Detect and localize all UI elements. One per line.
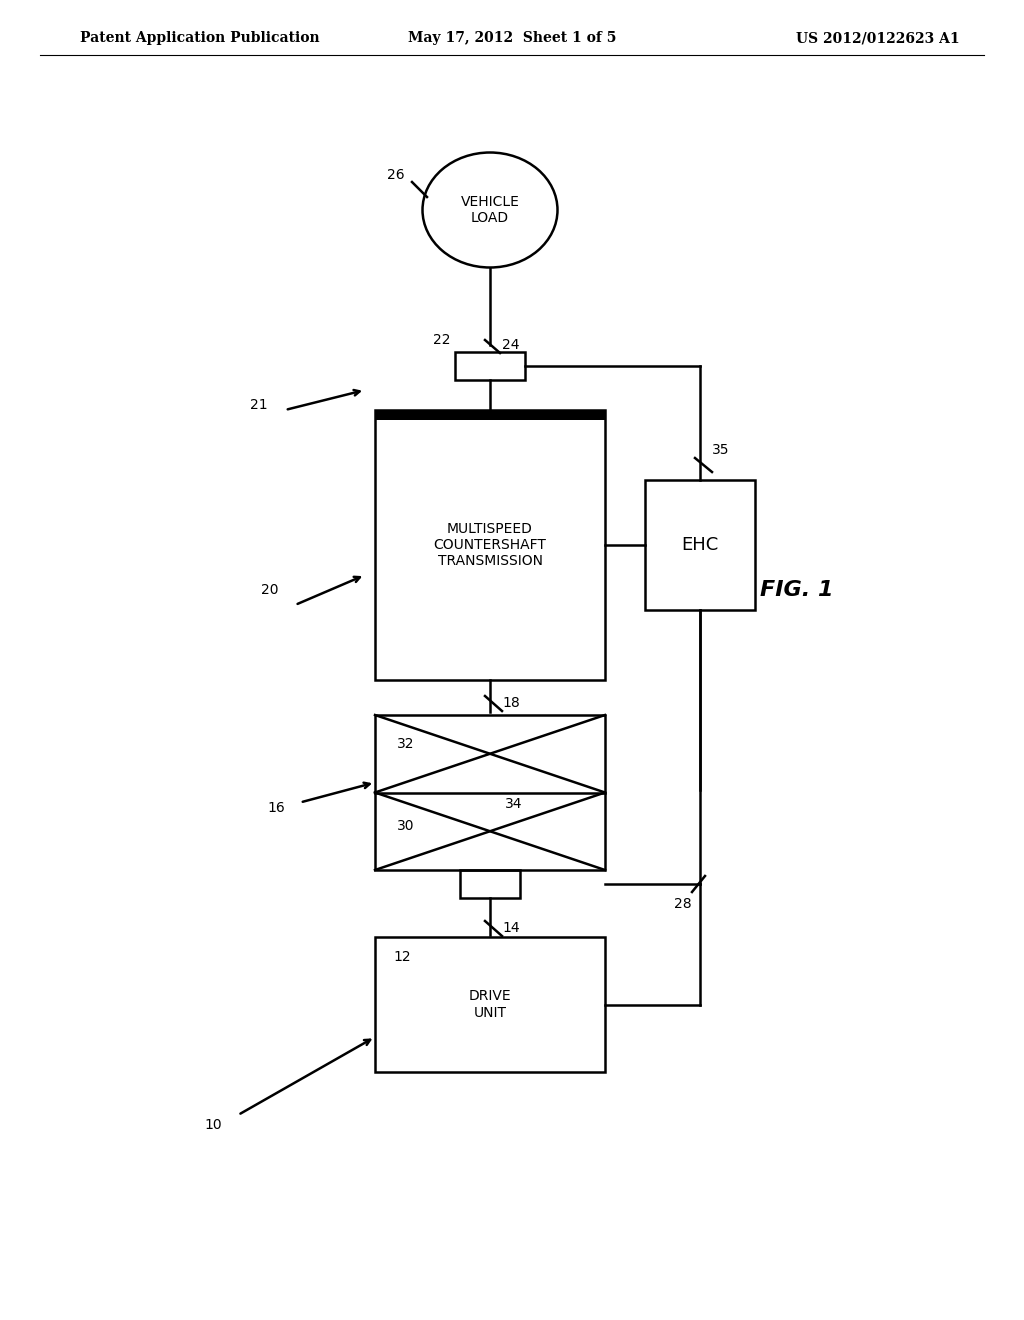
Text: 30: 30 [397, 820, 415, 833]
Text: MULTISPEED
COUNTERSHAFT
TRANSMISSION: MULTISPEED COUNTERSHAFT TRANSMISSION [433, 521, 547, 568]
Text: May 17, 2012  Sheet 1 of 5: May 17, 2012 Sheet 1 of 5 [408, 30, 616, 45]
Text: 14: 14 [502, 921, 519, 935]
Bar [460, 870, 520, 898]
Text: US 2012/0122623 A1: US 2012/0122623 A1 [797, 30, 961, 45]
Text: 16: 16 [267, 800, 285, 814]
Text: FIG. 1: FIG. 1 [760, 579, 834, 601]
Text: 22: 22 [432, 333, 450, 347]
Text: DRIVE
UNIT: DRIVE UNIT [469, 990, 511, 1019]
Text: EHC: EHC [681, 536, 719, 554]
Text: 24: 24 [502, 338, 519, 352]
Bar [455, 352, 525, 380]
Bar [645, 480, 755, 610]
Text: 18: 18 [502, 696, 520, 710]
Text: 28: 28 [675, 898, 692, 911]
Text: VEHICLE
LOAD: VEHICLE LOAD [461, 195, 519, 226]
Text: 21: 21 [251, 399, 268, 412]
Text: 26: 26 [387, 168, 406, 182]
Bar [375, 411, 605, 420]
Text: 12: 12 [393, 950, 411, 964]
Text: 35: 35 [712, 444, 729, 457]
Bar [375, 715, 605, 870]
Bar [375, 411, 605, 680]
Text: Patent Application Publication: Patent Application Publication [80, 30, 319, 45]
Text: 34: 34 [505, 797, 522, 812]
Text: 20: 20 [260, 583, 278, 597]
Bar [375, 937, 605, 1072]
Text: 32: 32 [397, 737, 415, 751]
Text: 10: 10 [205, 1118, 222, 1133]
